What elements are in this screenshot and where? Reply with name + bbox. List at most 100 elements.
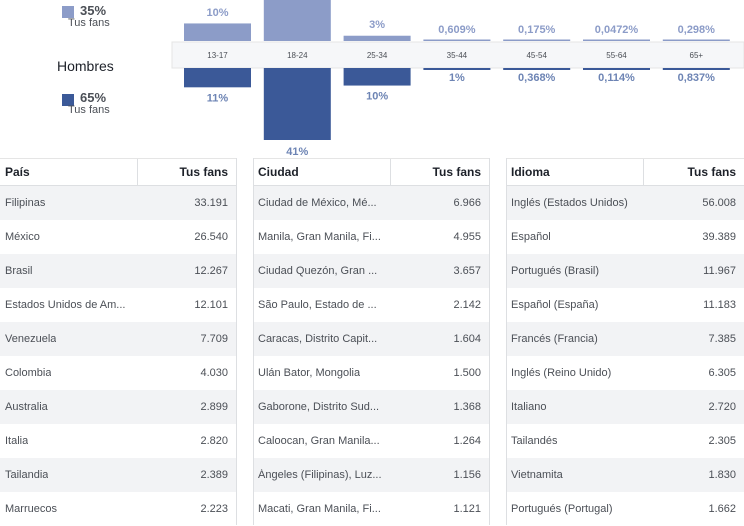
city-table: Ciudad Tus fans Ciudad de México, Mé... 6.9… <box>253 158 489 526</box>
age-tick-label: 18-24 <box>287 51 308 60</box>
row-name: Italia <box>5 435 29 447</box>
row-name: Gaborone, Distrito Sud... <box>258 401 380 413</box>
row-fan-count: 4.955 <box>453 231 481 243</box>
row-name: Español <box>511 231 551 243</box>
row-name: Colombia <box>5 367 52 379</box>
row-fan-count: 6.305 <box>708 367 736 379</box>
row-fan-count: 2.305 <box>708 435 736 447</box>
column-header-name[interactable]: Ciudad <box>258 165 299 179</box>
row-fan-count: 2.899 <box>200 401 228 413</box>
column-header-fans[interactable]: Tus fans <box>432 165 481 179</box>
column-header-name[interactable]: Idioma <box>511 165 550 179</box>
row-fan-count: 56.008 <box>702 197 736 209</box>
table-row: Vietnamita 1.830 <box>506 458 744 492</box>
table-row: Portugués (Portugal) 1.662 <box>506 492 744 526</box>
men-legend-percent: 65% <box>80 90 107 105</box>
table-row: México 26.540 <box>0 220 236 254</box>
table-row: Francés (Francia) 7.385 <box>506 322 744 356</box>
row-fan-count: 3.657 <box>453 265 481 277</box>
row-name: Italiano <box>511 401 547 413</box>
men-data-label: 41% <box>286 146 308 158</box>
table-row: Gaborone, Distrito Sud... 1.368 <box>253 390 489 424</box>
age-tick-label: 45-54 <box>526 51 547 60</box>
table-row: Venezuela 7.709 <box>0 322 236 356</box>
column-header-fans[interactable]: Tus fans <box>179 165 228 179</box>
row-fan-count: 7.709 <box>200 333 228 345</box>
row-fan-count: 1.500 <box>453 367 481 379</box>
table-separator <box>506 158 507 525</box>
men-bar <box>343 68 411 86</box>
men-data-label: 0,837% <box>678 72 716 84</box>
row-fan-count: 11.967 <box>703 265 736 277</box>
table-row: Español (España) 11.183 <box>506 288 744 322</box>
table-row: Estados Unidos de Am... 12.101 <box>0 288 236 322</box>
row-name: Marruecos <box>5 503 57 515</box>
age-tick-label: 13-17 <box>207 51 228 60</box>
row-fan-count: 12.101 <box>194 299 228 311</box>
country-table: País Tus fans Filipinas 33.191 México 26.540 B… <box>0 158 236 526</box>
column-header-name[interactable]: País <box>5 165 30 179</box>
women-data-label: 0,609% <box>438 24 476 36</box>
row-name: Tailandia <box>5 469 49 481</box>
table-row: Caloocan, Gran Manila... 1.264 <box>253 424 489 458</box>
table-row: São Paulo, Estado de ... 2.142 <box>253 288 489 322</box>
row-fan-count: 11.183 <box>703 299 736 311</box>
table-separator <box>253 158 254 525</box>
table-header: País Tus fans <box>0 159 236 186</box>
table-row: Australia 2.899 <box>0 390 236 424</box>
row-fan-count: 1.264 <box>453 435 481 447</box>
language-table: Idioma Tus fans Inglés (Estados Unidos) 56.… <box>506 158 744 526</box>
row-name: Filipinas <box>5 197 46 209</box>
table-row: Manila, Gran Manila, Fi... 4.955 <box>253 220 489 254</box>
row-fan-count: 12.267 <box>194 265 228 277</box>
row-name: Ángeles (Filipinas), Luz... <box>258 469 382 481</box>
men-bar <box>583 68 650 70</box>
row-name: Manila, Gran Manila, Fi... <box>258 231 381 243</box>
table-row: Tailandés 2.305 <box>506 424 744 458</box>
row-name: Vietnamita <box>511 469 563 481</box>
column-header-fans[interactable]: Tus fans <box>687 165 736 179</box>
table-header: Ciudad Tus fans <box>253 159 489 186</box>
row-fan-count: 1.662 <box>708 503 736 515</box>
table-header: Idioma Tus fans <box>506 159 744 186</box>
row-fan-count: 2.720 <box>708 401 736 413</box>
table-row: Inglés (Reino Unido) 6.305 <box>506 356 744 390</box>
row-fan-count: 1.121 <box>453 503 481 515</box>
row-name: Inglés (Estados Unidos) <box>511 197 628 209</box>
table-row: Ciudad Quezón, Gran ... 3.657 <box>253 254 489 288</box>
row-name: Español (España) <box>511 299 599 311</box>
women-bar <box>423 39 491 41</box>
age-tick-label: 55-64 <box>606 51 627 60</box>
row-fan-count: 4.030 <box>200 367 228 379</box>
row-fan-count: 2.223 <box>200 503 228 515</box>
men-bar <box>423 68 491 70</box>
row-name: Inglés (Reino Unido) <box>511 367 612 379</box>
row-fan-count: 33.191 <box>194 197 228 209</box>
men-bar <box>662 68 730 70</box>
women-bar <box>343 35 411 41</box>
row-name: Tailandés <box>511 435 558 447</box>
header-divider <box>137 159 138 185</box>
table-row: Ciudad de México, Mé... 6.966 <box>253 186 489 220</box>
men-data-label: 11% <box>207 92 229 104</box>
table-row: Filipinas 33.191 <box>0 186 236 220</box>
row-name: Francés (Francia) <box>511 333 598 345</box>
row-name: Macati, Gran Manila, Fi... <box>258 503 381 515</box>
table-row: Portugués (Brasil) 11.967 <box>506 254 744 288</box>
table-row: Italiano 2.720 <box>506 390 744 424</box>
women-legend-swatch <box>62 6 74 18</box>
row-name: México <box>5 231 40 243</box>
bar-chart-svg: 13-17 10% 11% 18-24 41% 25-34 3% 10% 35-44 0,609%… <box>171 0 744 158</box>
table-row: Tailandia 2.389 <box>0 458 236 492</box>
row-name: Portugués (Brasil) <box>511 265 600 277</box>
women-bar <box>263 0 331 41</box>
row-fan-count: 1.156 <box>453 469 481 481</box>
table-row: Caracas, Distrito Capit... 1.604 <box>253 322 489 356</box>
men-legend-title: Hombres <box>57 58 114 74</box>
row-name: Caracas, Distrito Capit... <box>258 333 378 345</box>
row-name: Brasil <box>5 265 33 277</box>
table-separator <box>236 158 237 525</box>
women-legend-percent: 35% <box>80 3 107 18</box>
age-tick-label: 65+ <box>690 51 704 60</box>
row-name: Ciudad Quezón, Gran ... <box>258 265 378 277</box>
